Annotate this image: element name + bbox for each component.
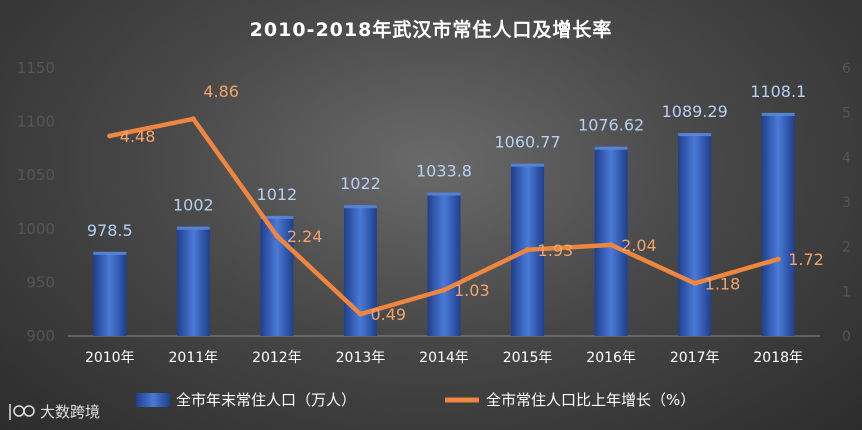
line-data-label: 1.03 [454, 281, 490, 300]
bar-cap [761, 112, 795, 116]
legend-label-population: 全市年末常住人口（万人） [176, 391, 356, 409]
y-left-tick-label: 1050 [17, 166, 55, 184]
bar-cap [176, 226, 210, 230]
line-data-label: 1.18 [705, 274, 741, 293]
bar-cap [93, 251, 127, 255]
y-left-tick-label: 1000 [17, 220, 55, 238]
x-tick-label: 2011年 [169, 350, 219, 366]
watermark-logo-icon [9, 404, 35, 420]
bar-cap [594, 146, 628, 150]
y-axis-left: 900 950 1000 1050 1100 1150 [17, 59, 55, 345]
bar [678, 133, 712, 336]
line-data-label: 2.04 [621, 236, 657, 255]
line-point [274, 233, 280, 239]
line-point [692, 280, 698, 286]
x-tick-label: 2014年 [419, 350, 469, 366]
legend-item-population[interactable]: 全市年末常住人口（万人） [136, 391, 356, 409]
x-tick-label: 2010年 [85, 350, 135, 366]
bar [594, 146, 628, 336]
bar-data-label: 1012 [257, 185, 298, 204]
line-data-label: 1.93 [538, 241, 574, 260]
x-tick-label: 2017年 [670, 350, 720, 366]
y-right-tick-label: 6 [842, 61, 851, 77]
y-right-tick-label: 3 [842, 195, 851, 211]
y-right-tick-label: 1 [842, 284, 851, 300]
bar-data-label: 978.5 [87, 221, 133, 240]
legend-label-growth: 全市常住人口比上年增长（%） [486, 391, 695, 409]
x-tick-label: 2016年 [586, 350, 636, 366]
y-right-tick-label: 5 [842, 106, 851, 122]
bar-data-label: 1002 [173, 196, 214, 215]
bar-data-label: 1033.8 [416, 162, 472, 181]
y-right-tick-label: 2 [842, 240, 851, 256]
bar-cap [260, 215, 294, 219]
line-data-label: 2.24 [287, 227, 323, 246]
line-series [107, 116, 781, 317]
y-axis-right: 0 1 2 3 4 5 6 [842, 61, 851, 345]
bar [427, 192, 461, 336]
x-axis: 2010年 2011年 2012年 2013年 2014年 2015年 2016年 2017年… [85, 350, 803, 366]
line-point [775, 256, 781, 262]
bar-cap [678, 133, 712, 137]
bar-data-label: 1022 [340, 174, 381, 193]
x-tick-label: 2013年 [336, 350, 386, 366]
line-data-label: 0.49 [370, 305, 406, 324]
y-left-tick-label: 1100 [17, 113, 55, 131]
bar-cap [511, 163, 545, 167]
bar [761, 112, 795, 336]
line-point [441, 287, 447, 293]
bar [93, 251, 127, 336]
bar-data-label: 1076.62 [578, 116, 644, 135]
y-left-tick-label: 950 [26, 273, 55, 291]
bar-series [93, 112, 795, 336]
line-data-label: 4.48 [120, 127, 156, 146]
legend: 全市年末常住人口（万人） 全市常住人口比上年增长（%） [136, 391, 695, 409]
bar [176, 226, 210, 336]
bar-data-label: 1060.77 [494, 133, 560, 152]
y-right-tick-label: 4 [842, 150, 851, 166]
y-left-tick-label: 900 [26, 327, 55, 345]
x-tick-label: 2015年 [503, 350, 553, 366]
x-tick-label: 2012年 [252, 350, 302, 366]
line-data-label: 4.86 [203, 82, 239, 101]
chart-title: 2010-2018年武汉市常住人口及增长率 [250, 18, 613, 41]
legend-item-growth[interactable]: 全市常住人口比上年增长（%） [445, 391, 695, 409]
line-point [525, 247, 531, 253]
line-point [608, 242, 614, 248]
bar-cap [343, 205, 377, 209]
watermark-text: 大数跨境 [40, 403, 100, 421]
x-tick-label: 2018年 [753, 350, 803, 366]
line-data-labels: 4.48 4.86 2.24 0.49 1.03 1.93 2.04 1.18 1.72 [120, 82, 824, 324]
line-point [190, 116, 196, 122]
y-right-tick-label: 0 [842, 329, 851, 345]
bar-data-labels: 978.5 1002 1012 1022 1033.8 1060.77 1076.62 108… [87, 82, 806, 240]
bar-data-label: 1089.29 [662, 102, 728, 121]
watermark: 大数跨境 [9, 403, 100, 421]
line-point [107, 133, 113, 139]
line-data-label: 1.72 [788, 250, 824, 269]
bar-data-label: 1108.1 [750, 82, 806, 101]
line-point [357, 311, 363, 317]
bar-cap [427, 192, 461, 196]
legend-bar-swatch [136, 393, 170, 407]
y-left-tick-label: 1150 [17, 59, 55, 77]
